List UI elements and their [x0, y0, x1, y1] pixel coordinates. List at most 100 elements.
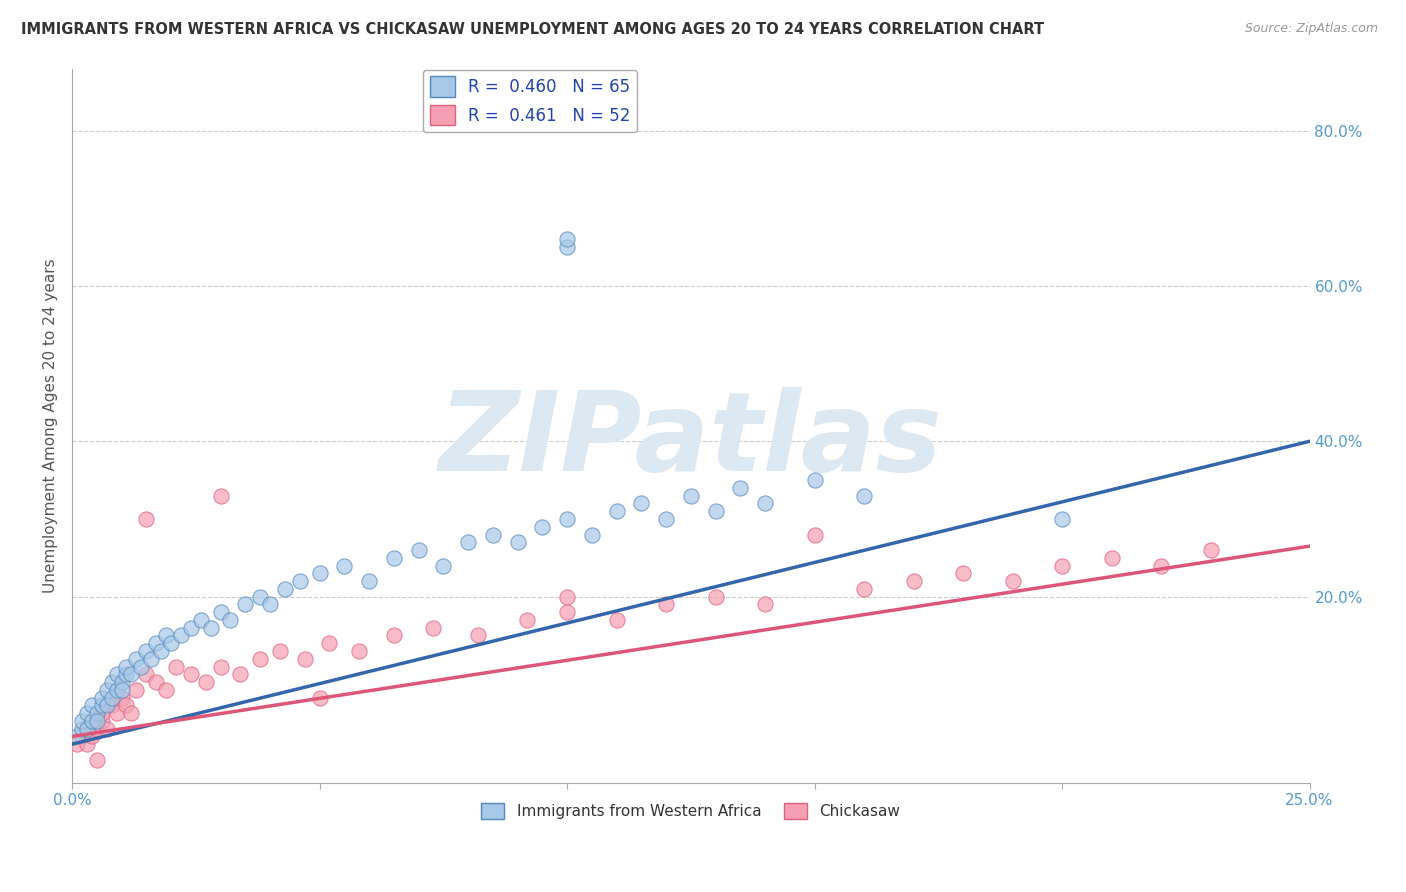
- Point: [516, 613, 538, 627]
- Point: [209, 659, 232, 673]
- Point: [155, 628, 177, 642]
- Point: [110, 682, 132, 697]
- Point: [80, 714, 103, 728]
- Point: [408, 543, 430, 558]
- Point: [86, 722, 108, 736]
- Point: [1001, 574, 1024, 588]
- Point: [180, 667, 202, 681]
- Point: [80, 698, 103, 713]
- Point: [1150, 558, 1173, 573]
- Point: [605, 504, 627, 518]
- Point: [294, 652, 316, 666]
- Point: [382, 550, 405, 565]
- Point: [1050, 512, 1073, 526]
- Point: [853, 582, 876, 596]
- Point: [754, 496, 776, 510]
- Point: [347, 644, 370, 658]
- Point: [233, 598, 256, 612]
- Point: [115, 698, 138, 713]
- Point: [630, 496, 652, 510]
- Point: [274, 582, 297, 596]
- Point: [249, 652, 271, 666]
- Point: [481, 527, 503, 541]
- Point: [190, 613, 212, 627]
- Point: [803, 473, 825, 487]
- Point: [269, 644, 291, 658]
- Point: [730, 481, 752, 495]
- Point: [555, 512, 578, 526]
- Point: [86, 714, 108, 728]
- Point: [115, 667, 138, 681]
- Point: [555, 240, 578, 254]
- Point: [605, 613, 627, 627]
- Point: [76, 737, 98, 751]
- Text: Source: ZipAtlas.com: Source: ZipAtlas.com: [1244, 22, 1378, 36]
- Point: [952, 566, 974, 581]
- Point: [259, 598, 281, 612]
- Point: [249, 590, 271, 604]
- Point: [120, 706, 142, 720]
- Point: [382, 628, 405, 642]
- Point: [90, 706, 112, 720]
- Point: [853, 489, 876, 503]
- Point: [1050, 558, 1073, 573]
- Point: [131, 659, 153, 673]
- Point: [754, 598, 776, 612]
- Point: [180, 621, 202, 635]
- Point: [209, 489, 232, 503]
- Point: [125, 682, 148, 697]
- Text: IMMIGRANTS FROM WESTERN AFRICA VS CHICKASAW UNEMPLOYMENT AMONG AGES 20 TO 24 YEA: IMMIGRANTS FROM WESTERN AFRICA VS CHICKA…: [21, 22, 1045, 37]
- Point: [70, 714, 93, 728]
- Point: [90, 714, 112, 728]
- Point: [308, 566, 330, 581]
- Point: [141, 652, 163, 666]
- Point: [90, 690, 112, 705]
- Point: [115, 659, 138, 673]
- Point: [170, 628, 193, 642]
- Point: [100, 675, 122, 690]
- Point: [105, 667, 128, 681]
- Point: [120, 667, 142, 681]
- Point: [531, 520, 554, 534]
- Point: [76, 722, 98, 736]
- Point: [66, 737, 89, 751]
- Point: [165, 659, 187, 673]
- Point: [432, 558, 454, 573]
- Point: [155, 682, 177, 697]
- Point: [96, 698, 118, 713]
- Point: [318, 636, 340, 650]
- Point: [86, 706, 108, 720]
- Point: [803, 527, 825, 541]
- Point: [76, 722, 98, 736]
- Point: [308, 690, 330, 705]
- Point: [96, 682, 118, 697]
- Point: [135, 667, 157, 681]
- Point: [555, 232, 578, 246]
- Point: [145, 636, 167, 650]
- Point: [100, 698, 122, 713]
- Legend: Immigrants from Western Africa, Chickasaw: Immigrants from Western Africa, Chickasa…: [475, 797, 907, 825]
- Point: [655, 512, 678, 526]
- Point: [1101, 550, 1123, 565]
- Point: [66, 730, 89, 744]
- Point: [76, 706, 98, 720]
- Point: [150, 644, 173, 658]
- Point: [110, 675, 132, 690]
- Point: [70, 722, 93, 736]
- Point: [200, 621, 222, 635]
- Point: [903, 574, 925, 588]
- Point: [96, 722, 118, 736]
- Point: [581, 527, 603, 541]
- Point: [219, 613, 242, 627]
- Point: [105, 682, 128, 697]
- Point: [80, 730, 103, 744]
- Point: [135, 644, 157, 658]
- Point: [288, 574, 311, 588]
- Point: [333, 558, 356, 573]
- Point: [704, 590, 727, 604]
- Point: [80, 714, 103, 728]
- Point: [70, 730, 93, 744]
- Point: [229, 667, 252, 681]
- Point: [457, 535, 479, 549]
- Point: [357, 574, 380, 588]
